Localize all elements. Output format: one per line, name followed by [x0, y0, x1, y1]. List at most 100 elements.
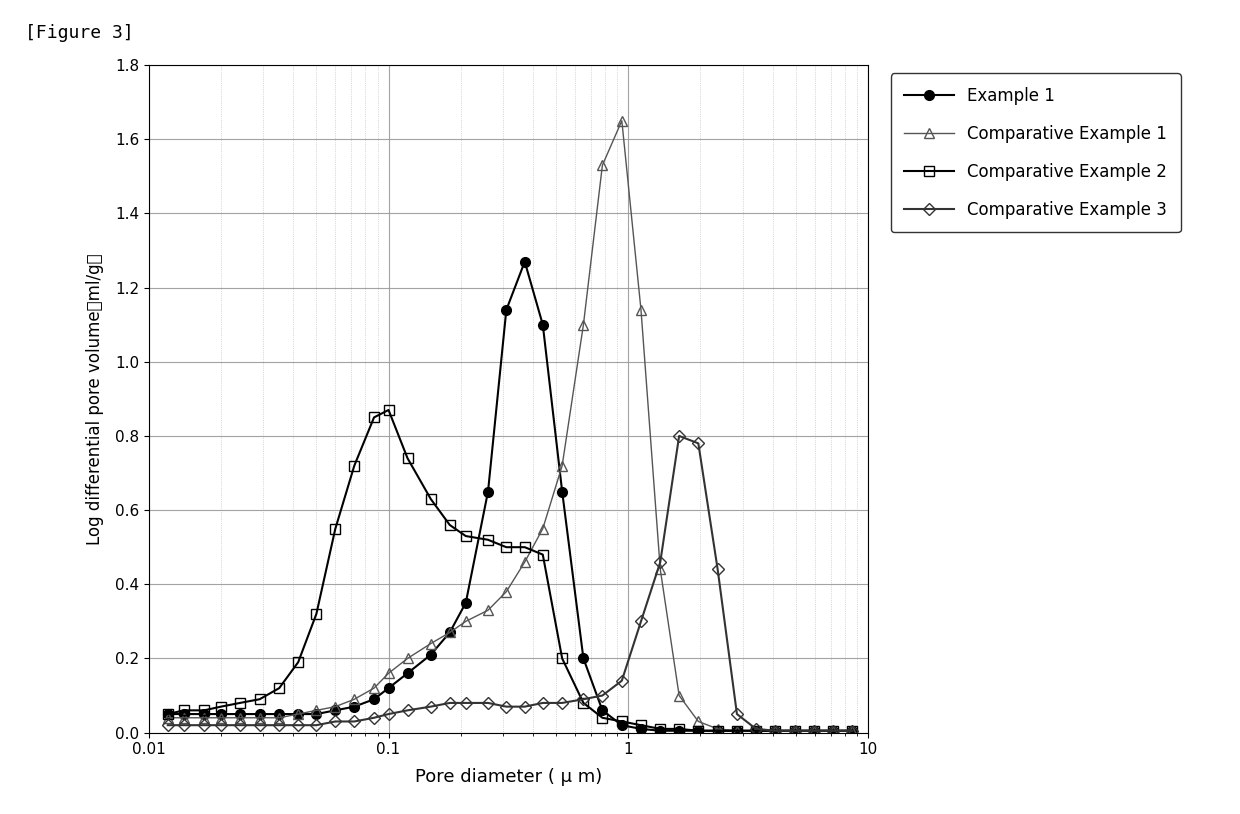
Comparative Example 2 [749, 726, 764, 736]
Comparative Example 1 [290, 709, 305, 719]
Comparative Example 3 [536, 698, 551, 708]
Comparative Example 1 [423, 639, 438, 649]
Comparative Example 2 [272, 683, 286, 693]
Comparative Example 2 [197, 706, 212, 716]
Comparative Example 1 [443, 628, 458, 637]
Comparative Example 1 [327, 702, 342, 711]
Comparative Example 1 [768, 726, 782, 736]
Comparative Example 3 [575, 694, 590, 704]
Comparative Example 1 [481, 606, 496, 615]
Comparative Example 2 [517, 542, 532, 552]
Comparative Example 3 [367, 713, 382, 723]
Comparative Example 1 [749, 726, 764, 736]
Comparative Example 2 [176, 706, 191, 716]
Comparative Example 2 [481, 535, 496, 545]
Comparative Example 1 [252, 713, 267, 723]
Comparative Example 3 [749, 724, 764, 733]
Comparative Example 2 [672, 724, 687, 733]
Text: [Figure 3]: [Figure 3] [25, 24, 134, 42]
Comparative Example 2 [575, 698, 590, 708]
Comparative Example 3 [272, 720, 286, 730]
Comparative Example 1 [197, 713, 212, 723]
Comparative Example 1 [826, 726, 841, 736]
Comparative Example 1 [498, 587, 513, 597]
Comparative Example 2 [213, 702, 228, 711]
Example 1 [272, 709, 286, 719]
Legend: Example 1, Comparative Example 1, Comparative Example 2, Comparative Example 3: Example 1, Comparative Example 1, Compar… [890, 73, 1180, 232]
Comparative Example 3 [517, 702, 532, 711]
Comparative Example 2 [160, 709, 175, 719]
Comparative Example 2 [459, 532, 474, 541]
Example 1 [536, 320, 551, 330]
Example 1 [517, 256, 532, 266]
Comparative Example 1 [381, 668, 396, 678]
Comparative Example 2 [233, 698, 248, 708]
Comparative Example 1 [554, 461, 569, 470]
Comparative Example 1 [401, 654, 415, 663]
Comparative Example 3 [160, 720, 175, 730]
Comparative Example 3 [347, 716, 362, 726]
Comparative Example 3 [213, 720, 228, 730]
Y-axis label: Log differential pore volume（ml/g）: Log differential pore volume（ml/g） [86, 253, 104, 545]
Comparative Example 1 [787, 726, 802, 736]
Example 1 [634, 724, 649, 733]
Example 1 [327, 706, 342, 716]
X-axis label: Pore diameter ( μ m): Pore diameter ( μ m) [414, 768, 603, 786]
Example 1 [691, 726, 706, 736]
Comparative Example 3 [729, 709, 744, 719]
Comparative Example 2 [401, 453, 415, 463]
Comparative Example 3 [554, 698, 569, 708]
Example 1 [381, 683, 396, 693]
Comparative Example 3 [826, 726, 841, 736]
Example 1 [806, 726, 821, 736]
Example 1 [826, 726, 841, 736]
Example 1 [347, 702, 362, 711]
Comparative Example 2 [367, 413, 382, 422]
Comparative Example 3 [652, 557, 667, 567]
Comparative Example 2 [309, 609, 324, 619]
Example 1 [787, 726, 802, 736]
Line: Comparative Example 1: Comparative Example 1 [162, 116, 857, 736]
Comparative Example 3 [634, 616, 649, 626]
Comparative Example 2 [327, 523, 342, 533]
Comparative Example 1 [711, 724, 725, 733]
Comparative Example 2 [826, 726, 841, 736]
Example 1 [672, 726, 687, 736]
Example 1 [309, 709, 324, 719]
Comparative Example 1 [844, 726, 859, 736]
Example 1 [176, 709, 191, 719]
Comparative Example 3 [443, 698, 458, 708]
Comparative Example 2 [729, 726, 744, 736]
Comparative Example 1 [806, 726, 821, 736]
Comparative Example 3 [290, 720, 305, 730]
Comparative Example 1 [272, 713, 286, 723]
Comparative Example 3 [401, 706, 415, 716]
Comparative Example 3 [711, 565, 725, 575]
Comparative Example 1 [614, 116, 629, 125]
Comparative Example 2 [536, 549, 551, 559]
Comparative Example 2 [347, 461, 362, 470]
Example 1 [768, 726, 782, 736]
Comparative Example 2 [691, 726, 706, 736]
Comparative Example 2 [443, 520, 458, 530]
Comparative Example 3 [327, 716, 342, 726]
Comparative Example 1 [634, 305, 649, 315]
Comparative Example 1 [309, 706, 324, 716]
Comparative Example 2 [768, 726, 782, 736]
Comparative Example 1 [213, 713, 228, 723]
Example 1 [160, 709, 175, 719]
Example 1 [459, 598, 474, 608]
Comparative Example 2 [554, 654, 569, 663]
Comparative Example 1 [160, 713, 175, 723]
Comparative Example 3 [423, 702, 438, 711]
Comparative Example 2 [634, 720, 649, 730]
Example 1 [197, 709, 212, 719]
Example 1 [498, 305, 513, 315]
Comparative Example 2 [252, 694, 267, 704]
Example 1 [443, 628, 458, 637]
Comparative Example 2 [844, 726, 859, 736]
Example 1 [252, 709, 267, 719]
Comparative Example 3 [197, 720, 212, 730]
Example 1 [729, 726, 744, 736]
Comparative Example 3 [806, 726, 821, 736]
